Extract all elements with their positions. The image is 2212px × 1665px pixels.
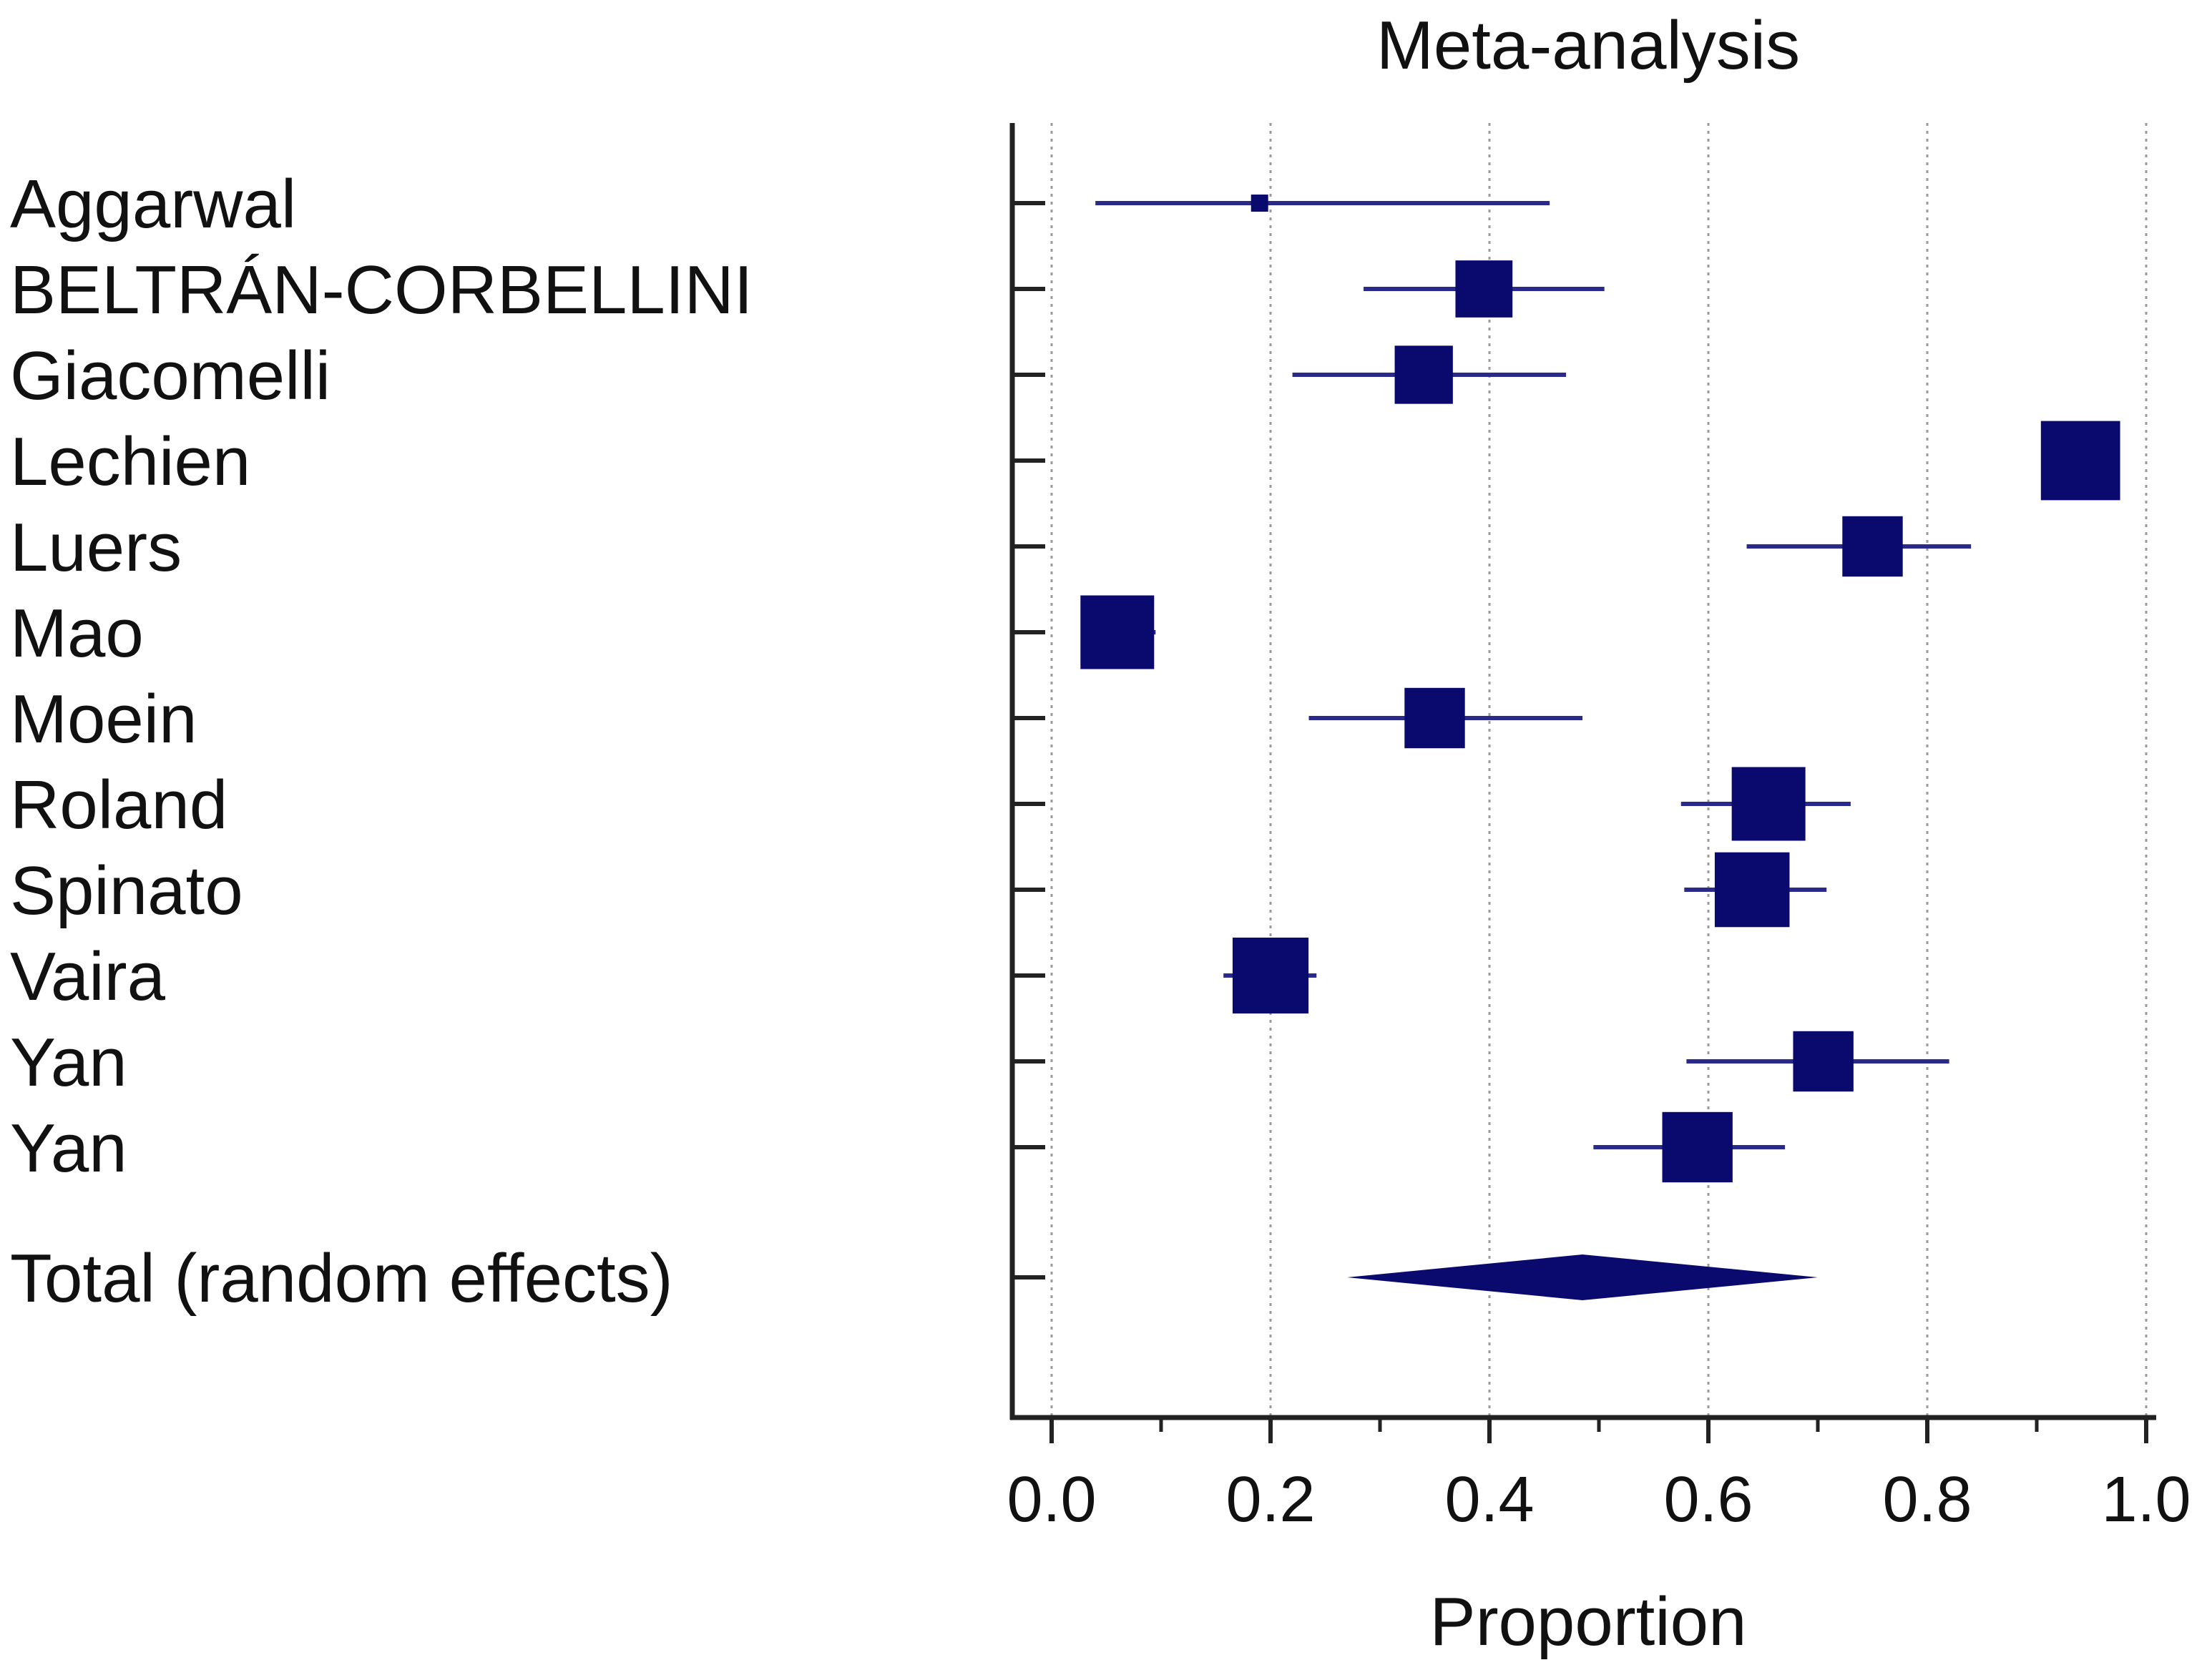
study-marker — [1731, 767, 1806, 841]
x-tick-label: 0.8 — [1882, 1464, 1972, 1536]
x-tick-label: 0.4 — [1444, 1464, 1534, 1536]
study-label: Giacomelli — [10, 338, 331, 414]
x-tick-label: 1.0 — [2101, 1464, 2191, 1536]
study-marker — [1662, 1111, 1733, 1183]
x-tick-label: 0.6 — [1663, 1464, 1753, 1536]
study-marker — [1394, 345, 1453, 404]
total-label: Total (random effects) — [10, 1240, 673, 1317]
pooled-estimate-diamond — [1347, 1254, 1818, 1300]
study-label: Yan — [10, 1110, 127, 1187]
grid-lines — [1050, 123, 2148, 1418]
study-markers — [1080, 195, 2120, 1300]
x-tick-label: 0.2 — [1225, 1464, 1315, 1536]
study-label: BELTRÁN-CORBELLINI — [10, 252, 753, 328]
study-label: Spinato — [10, 853, 243, 929]
chart-title: Meta-analysis — [1376, 7, 1800, 84]
study-marker — [1232, 937, 1309, 1014]
study-marker — [2040, 421, 2120, 501]
x-tick-label: 0.0 — [1007, 1464, 1096, 1536]
study-marker — [1251, 195, 1268, 212]
study-marker — [1793, 1031, 1854, 1092]
study-label: Moein — [10, 681, 197, 757]
study-marker — [1455, 260, 1513, 318]
study-label: Mao — [10, 595, 144, 672]
study-marker — [1404, 687, 1465, 749]
study-label: Lechien — [10, 423, 250, 500]
study-marker — [1714, 852, 1790, 928]
study-labels: Aggarwal BELTRÁN-CORBELLINI Giacomelli Lech… — [10, 166, 753, 1317]
study-label: Aggarwal — [10, 166, 296, 242]
study-label: Yan — [10, 1024, 127, 1101]
study-marker — [1080, 595, 1155, 669]
row-tick-marks — [1012, 201, 1045, 1280]
x-axis-label: Proportion — [1430, 1583, 1747, 1660]
study-marker — [1842, 516, 1903, 577]
x-tick-labels: 0.0 0.2 0.4 0.6 0.8 1.0 — [1007, 1464, 2191, 1536]
study-label: Vaira — [10, 938, 166, 1015]
study-label: Luers — [10, 509, 182, 586]
study-label: Roland — [10, 767, 227, 843]
axes — [1009, 123, 2156, 1443]
